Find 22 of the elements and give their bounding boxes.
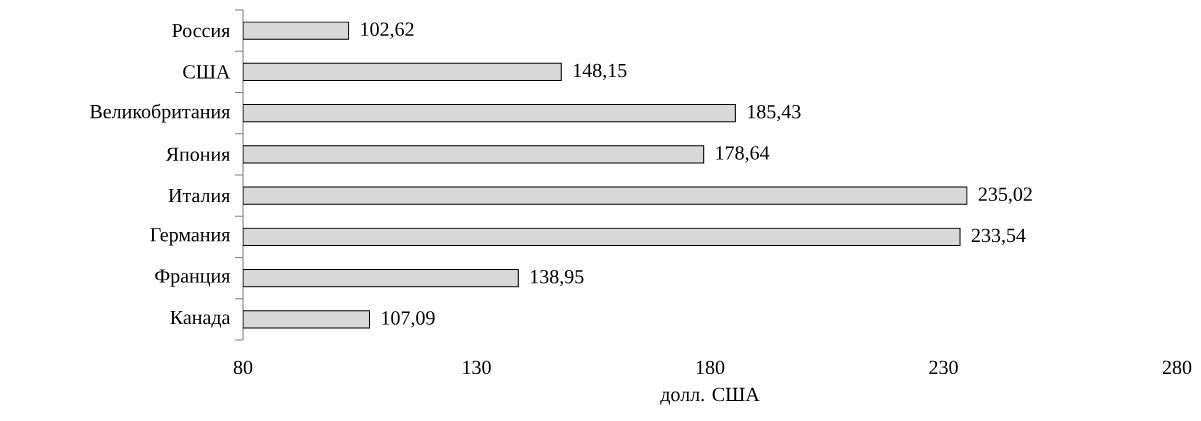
x-axis-title: долл. США [660,387,760,405]
y-tick-label: США [183,65,231,79]
y-tick-label: Великобритания [90,103,230,123]
x-tick-label: 180 [696,360,725,375]
y-tick-label: Германия [150,228,231,246]
data-label: 102,62 [361,22,414,39]
data-label: 235,02 [978,187,1032,204]
x-tick-label: 80 [233,360,253,375]
data-label: 178,64 [716,146,770,163]
y-tick-label: Россия [172,23,230,38]
y-tick-label: Канада [170,310,231,328]
data-label: 148,15 [573,63,627,81]
x-tick-label: 230 [929,360,958,375]
y-tick-label: Италия [168,188,230,203]
data-label: 185,43 [748,104,801,122]
x-tick-label: 130 [463,360,491,375]
x-tick-label: 280 [1162,360,1192,375]
data-label: 138,95 [530,269,584,287]
y-tick-label: Франция [155,269,230,287]
y-tick-label: Япония [165,147,230,162]
data-label: 107,09 [382,311,435,328]
data-label: 233,54 [971,228,1026,246]
